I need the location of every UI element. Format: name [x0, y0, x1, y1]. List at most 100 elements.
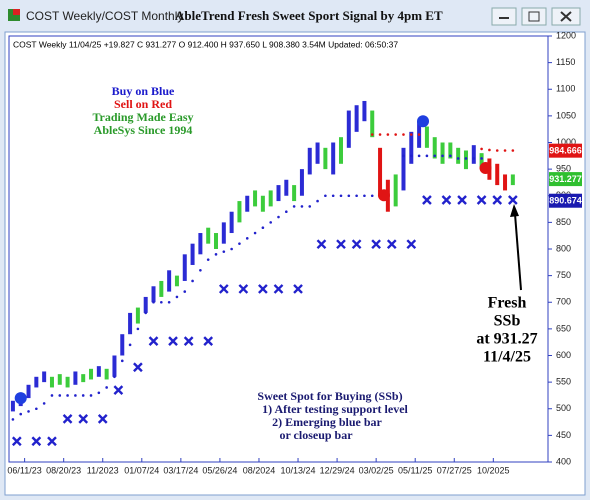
price-bar	[214, 233, 219, 249]
price-bar	[89, 368, 94, 380]
support-dot	[160, 300, 163, 304]
support-dot	[11, 418, 15, 421]
support-dot	[183, 290, 187, 293]
support-dot	[175, 295, 179, 299]
sell-signal	[377, 189, 390, 202]
price-bar	[323, 147, 328, 170]
y-tick-label: 950	[556, 164, 571, 174]
price-bar	[42, 371, 47, 383]
y-tick-label: 500	[556, 403, 571, 413]
support-dot	[456, 157, 460, 160]
support-dot	[19, 412, 23, 416]
sweet-spot-note: 2) Emerging blue bar	[272, 415, 382, 429]
support-dot	[27, 410, 30, 413]
ssb-mark	[148, 336, 159, 346]
price-bar	[174, 275, 179, 287]
ssb-mark	[113, 385, 124, 395]
price-bar	[338, 137, 343, 164]
support-dot	[355, 194, 358, 198]
support-dot	[277, 215, 280, 219]
price-bar	[120, 334, 125, 356]
support-dot	[35, 407, 38, 411]
ssb-mark	[457, 195, 467, 205]
resistance-dot	[386, 133, 390, 136]
price-bar	[284, 179, 289, 196]
y-tick-label: 450	[556, 430, 571, 440]
support-dot	[363, 194, 366, 198]
support-dot	[261, 226, 265, 229]
support-dot	[89, 394, 93, 397]
sweet-spot-note: 1) After testing support level	[262, 402, 408, 416]
price-bar	[159, 280, 164, 297]
ssb-mark	[371, 239, 381, 250]
y-tick-label: 850	[556, 217, 571, 227]
y-tick-label: 800	[556, 243, 571, 253]
ssb-mark	[258, 284, 268, 294]
window-title: COST Weekly/COST Monthly	[26, 9, 183, 23]
price-bar	[96, 366, 101, 377]
support-dot	[331, 194, 335, 198]
price-bar	[495, 163, 500, 186]
price-tag-label: 984.666	[549, 146, 582, 156]
arrow-head	[510, 204, 519, 217]
support-dot	[324, 194, 327, 198]
resistance-dot	[378, 133, 382, 136]
plot: 4004505005506006507007508008509009501000…	[7, 30, 576, 475]
y-tick-label: 1200	[556, 30, 576, 40]
price-bar	[292, 185, 297, 202]
support-dot	[167, 300, 171, 304]
fresh-note: at 931.27	[476, 331, 537, 348]
buy-signal	[417, 115, 430, 128]
sweet-spot-note: or closeup bar	[279, 428, 353, 442]
ssb-mark	[78, 414, 89, 424]
y-tick-label: 1150	[556, 57, 575, 67]
support-dot	[58, 394, 62, 397]
price-tag-label: 931.277	[549, 174, 582, 184]
price-bar	[268, 190, 273, 207]
ssb-mark	[133, 362, 143, 373]
x-tick-label: 03/02/25	[359, 465, 394, 475]
price-bar	[448, 142, 453, 159]
resistance-dot	[511, 149, 515, 152]
ssb-mark	[273, 284, 284, 294]
arrow-shaft	[514, 213, 522, 291]
price-bar	[34, 376, 39, 388]
x-tick-label: 11/2023	[87, 465, 119, 475]
ssb-mark	[62, 414, 73, 424]
price-bar	[503, 174, 508, 191]
ssb-mark	[316, 239, 327, 250]
support-dot	[370, 194, 374, 198]
support-dot	[253, 231, 257, 235]
price-tag	[549, 143, 582, 158]
support-dot	[292, 205, 296, 208]
support-dot	[222, 250, 226, 253]
price-bar	[440, 142, 445, 164]
ssb-mark	[203, 336, 214, 346]
minimize-button[interactable]	[491, 7, 517, 26]
ssb-mark	[507, 195, 518, 205]
support-dot	[42, 402, 46, 405]
support-dot	[402, 154, 405, 158]
price-bar	[393, 174, 398, 207]
resistance-dot	[488, 148, 491, 152]
support-dot	[113, 375, 116, 379]
support-dot	[81, 394, 85, 397]
support-dot	[347, 194, 351, 198]
note: AbleSys Since 1994	[94, 123, 193, 137]
support-dot	[144, 311, 148, 315]
ssb-mark	[422, 195, 432, 205]
price-bar	[49, 376, 54, 388]
support-dot	[285, 210, 288, 214]
support-dot	[245, 237, 249, 240]
ssb-mark	[492, 195, 503, 205]
price-bar	[198, 233, 203, 255]
resistance-dot	[417, 133, 421, 136]
ssb-mark	[476, 195, 487, 205]
support-dot	[214, 253, 218, 256]
restore-button[interactable]	[521, 7, 547, 26]
price-bar	[26, 384, 31, 399]
support-dot	[128, 343, 132, 347]
support-dot	[300, 205, 304, 208]
